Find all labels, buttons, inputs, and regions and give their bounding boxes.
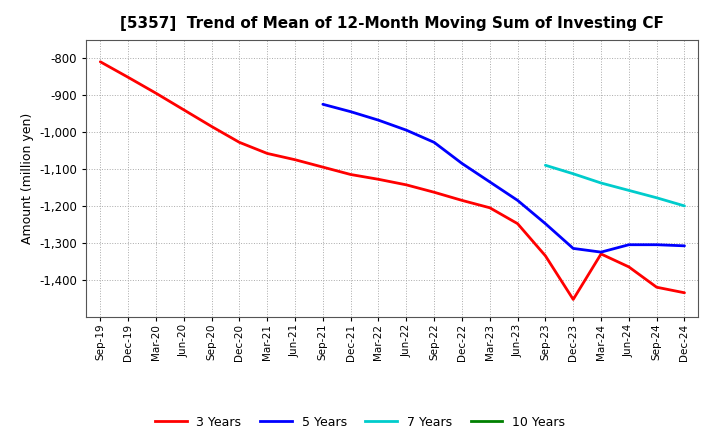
Legend: 3 Years, 5 Years, 7 Years, 10 Years: 3 Years, 5 Years, 7 Years, 10 Years (150, 411, 570, 434)
Y-axis label: Amount (million yen): Amount (million yen) (21, 113, 34, 244)
Title: [5357]  Trend of Mean of 12-Month Moving Sum of Investing CF: [5357] Trend of Mean of 12-Month Moving … (120, 16, 665, 32)
